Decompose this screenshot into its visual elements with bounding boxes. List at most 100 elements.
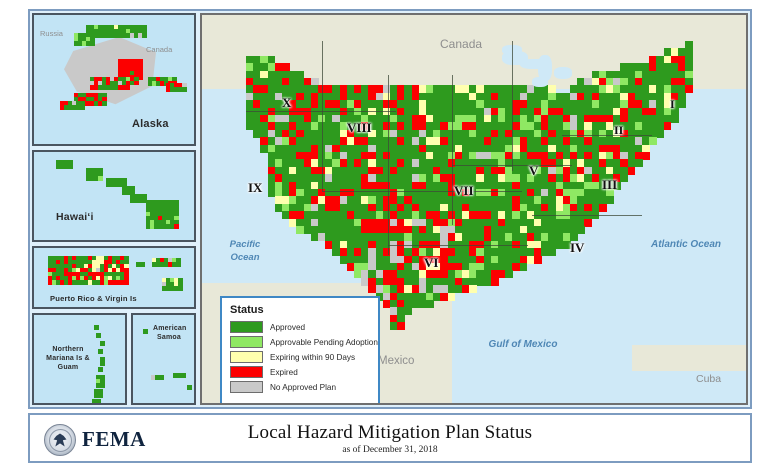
county-cell [361,159,369,168]
county-cell [469,181,477,190]
alaska-cell [110,29,115,34]
county-cell [346,166,355,175]
county-cell [627,122,636,131]
county-cell [562,218,571,227]
legend-item-3[interactable]: Expired [230,366,370,378]
county-cell [620,144,629,153]
county-cell [447,263,456,271]
county-cell [346,174,355,183]
county-cell [418,240,427,249]
inset-title-samoa-line2: Samoa [157,334,181,341]
county-cell [440,189,449,197]
county-cell [418,270,427,279]
legend-item-1[interactable]: Approvable Pending Adoption [230,336,378,348]
county-cell [289,203,297,212]
alaska-cell [142,25,147,30]
alaska-cell [86,93,91,98]
county-cell [512,129,521,138]
county-cell [418,263,427,271]
county-cell [426,218,434,227]
alaska-cell [86,101,91,106]
puerto-rico-cell [116,268,121,273]
county-cell [426,174,434,183]
county-cell [555,203,564,212]
county-cell [476,166,485,175]
county-cell [346,100,355,109]
county-cell [447,181,456,190]
county-cell [404,255,413,264]
inset-alaska[interactable]: Russia Canada Alaska [32,13,196,146]
county-cell [282,166,290,175]
county-cell [397,292,405,301]
puerto-rico-cell [120,280,125,285]
county-cell [253,115,261,123]
county-cell [404,233,413,242]
county-cell [246,115,254,123]
county-cell [570,233,578,242]
county-cell [498,107,506,116]
county-cell [598,181,607,190]
county-cell [584,152,593,160]
county-cell [454,189,463,197]
county-cell [606,152,614,160]
legend-item-4[interactable]: No Approved Plan [230,381,370,393]
hawaii-cell [146,216,151,221]
county-cell [512,92,521,101]
virgin-islands-cell [156,262,161,267]
county-cell [440,100,449,109]
county-cell [318,129,326,138]
county-cell [303,152,312,160]
county-cell [548,218,557,227]
county-cell [325,196,333,205]
alaska-cell [90,93,95,98]
region-numeral-i: I [670,97,675,111]
county-cell [404,307,413,316]
hawaii-cell [150,220,155,225]
county-cell [562,152,571,160]
hawaii-cell [166,212,171,217]
county-cell [404,144,413,153]
county-cell [519,263,528,271]
county-cell [577,78,585,86]
county-cell [354,270,362,279]
county-cell [390,277,398,286]
inset-mariana-guam[interactable]: Northern Mariana Is & Guam [32,313,127,405]
legend-status[interactable]: Status Approved Approvable Pending Adopti… [220,296,380,403]
puerto-rico-cell [104,272,109,277]
county-cell [390,218,398,227]
puerto-rico-cell [76,272,81,277]
puerto-rico-cell [92,280,97,285]
puerto-rico-cell [84,256,89,261]
county-cell [620,174,629,183]
puerto-rico-cell [84,272,89,277]
county-cell [346,211,355,220]
inset-american-samoa[interactable]: American Samoa [131,313,196,405]
county-cell [361,129,369,138]
county-cell [562,92,571,101]
county-cell [670,85,679,94]
inset-hawaii[interactable]: Hawaiʻi [32,150,196,242]
county-cell [462,122,470,131]
county-cell [519,233,528,242]
county-cell [310,129,319,138]
county-cell [418,211,427,220]
county-cell [426,285,434,294]
county-cell [404,196,413,205]
county-cell [462,100,470,109]
county-cell [505,196,513,205]
county-cell [606,166,614,175]
inset-puerto-rico[interactable]: Puerto Rico & Virgin Is [32,246,196,309]
puerto-rico-cell [104,276,109,281]
legend-item-0[interactable]: Approved [230,321,370,333]
county-cell [598,203,607,212]
county-cell [447,137,456,146]
main-map-conus[interactable]: Canada Mexico Cuba Pacific Ocean Atlanti… [200,13,748,405]
mariana-cell [96,383,101,388]
legend-item-2[interactable]: Expiring within 90 Days [230,351,370,363]
legend-swatch-0 [230,321,263,333]
county-cell [512,218,521,227]
county-cell [534,144,542,153]
county-cell [267,159,276,168]
county-cell [418,115,427,123]
alaska-cell [118,63,123,68]
